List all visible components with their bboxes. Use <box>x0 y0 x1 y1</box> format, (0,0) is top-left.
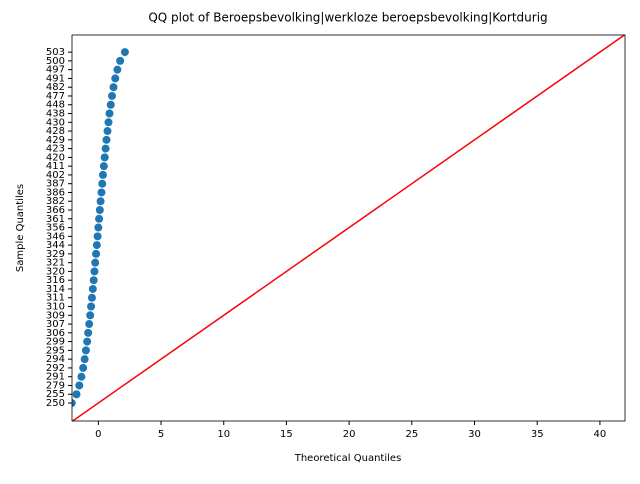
y-tick-label: 402 <box>46 170 65 181</box>
point <box>92 249 101 258</box>
point <box>80 355 89 364</box>
x-tick-label: 10 <box>217 429 230 440</box>
x-tick-label: 30 <box>468 429 481 440</box>
point <box>94 223 103 232</box>
y-tick-label: 428 <box>46 126 65 137</box>
y-tick-label: 346 <box>46 231 65 242</box>
y-tick-label: 344 <box>46 240 65 251</box>
point <box>87 302 96 311</box>
y-tick-label: 291 <box>46 372 65 383</box>
y-tick-label: 491 <box>46 73 65 84</box>
y-tick-label: 307 <box>46 319 65 330</box>
x-tick-label: 35 <box>531 429 544 440</box>
y-tick-label: 420 <box>46 152 65 163</box>
point <box>113 65 122 74</box>
y-tick-label: 366 <box>46 205 65 216</box>
point <box>108 91 117 100</box>
y-tick-label: 329 <box>46 249 65 260</box>
point <box>99 162 108 171</box>
point <box>95 214 104 223</box>
x-tick-label: 40 <box>594 429 607 440</box>
y-tick-label: 321 <box>46 258 65 269</box>
point <box>96 197 105 206</box>
point <box>90 267 99 276</box>
x-tick-label: 0 <box>95 429 101 440</box>
y-tick-label: 387 <box>46 179 65 190</box>
point <box>95 206 104 215</box>
y-tick-label: 250 <box>46 398 65 409</box>
y-tick-label: 255 <box>46 389 65 400</box>
y-tick-label: 411 <box>46 161 65 172</box>
point <box>92 241 101 250</box>
y-tick-label: 497 <box>46 65 65 76</box>
point <box>98 170 107 179</box>
point <box>86 311 95 320</box>
point <box>104 118 113 127</box>
point <box>98 179 107 188</box>
y-tick-label: 295 <box>46 345 65 356</box>
point <box>91 258 100 267</box>
y-tick-label: 477 <box>46 91 65 102</box>
x-tick-label: 25 <box>405 429 418 440</box>
y-tick-label: 299 <box>46 337 65 348</box>
point <box>97 188 106 197</box>
y-tick-label: 430 <box>46 117 65 128</box>
point <box>83 337 92 346</box>
y-tick-label: 448 <box>46 100 65 111</box>
point <box>102 135 111 144</box>
y-tick-label: 423 <box>46 144 65 155</box>
y-tick-label: 356 <box>46 223 65 234</box>
y-tick-label: 500 <box>46 56 65 67</box>
y-tick-label: 294 <box>46 354 65 365</box>
point <box>109 83 118 92</box>
y-tick-label: 310 <box>46 302 65 313</box>
point <box>77 372 86 381</box>
point <box>116 56 125 65</box>
point <box>72 390 81 399</box>
y-tick-label: 429 <box>46 135 65 146</box>
y-tick-label: 386 <box>46 187 65 198</box>
reference-line <box>72 34 625 422</box>
point <box>89 276 98 285</box>
x-tick-label: 15 <box>280 429 293 440</box>
x-axis-label: Theoretical Quantiles <box>294 453 402 464</box>
y-tick-label: 438 <box>46 109 65 120</box>
point <box>87 293 96 302</box>
y-tick-label: 503 <box>46 47 65 58</box>
point <box>103 127 112 136</box>
y-tick-label: 382 <box>46 196 65 207</box>
point <box>106 100 115 109</box>
point <box>81 346 90 355</box>
point <box>100 153 109 162</box>
x-tick-label: 5 <box>158 429 164 440</box>
y-tick-label: 320 <box>46 266 65 277</box>
point <box>111 74 120 83</box>
y-axis-label: Sample Quantiles <box>15 184 26 272</box>
point <box>93 232 102 241</box>
plot-frame <box>71 34 626 422</box>
point <box>75 381 84 390</box>
point <box>79 363 88 372</box>
chart-title: QQ plot of Beroepsbevolking|werkloze ber… <box>148 11 547 25</box>
y-tick-label: 361 <box>46 214 65 225</box>
y-tick-label: 316 <box>46 275 65 286</box>
point <box>120 48 129 57</box>
point <box>85 320 94 329</box>
x-tick-label: 20 <box>343 429 356 440</box>
y-tick-label: 311 <box>46 293 65 304</box>
y-tick-label: 292 <box>46 363 65 374</box>
y-tick-label: 482 <box>46 82 65 93</box>
point <box>72 399 76 408</box>
y-tick-label: 306 <box>46 328 65 339</box>
y-tick-label: 314 <box>46 284 65 295</box>
y-tick-label: 279 <box>46 380 65 391</box>
point <box>105 109 114 118</box>
point <box>101 144 110 153</box>
point <box>84 328 93 337</box>
y-tick-label: 309 <box>46 310 65 321</box>
point <box>88 284 97 293</box>
